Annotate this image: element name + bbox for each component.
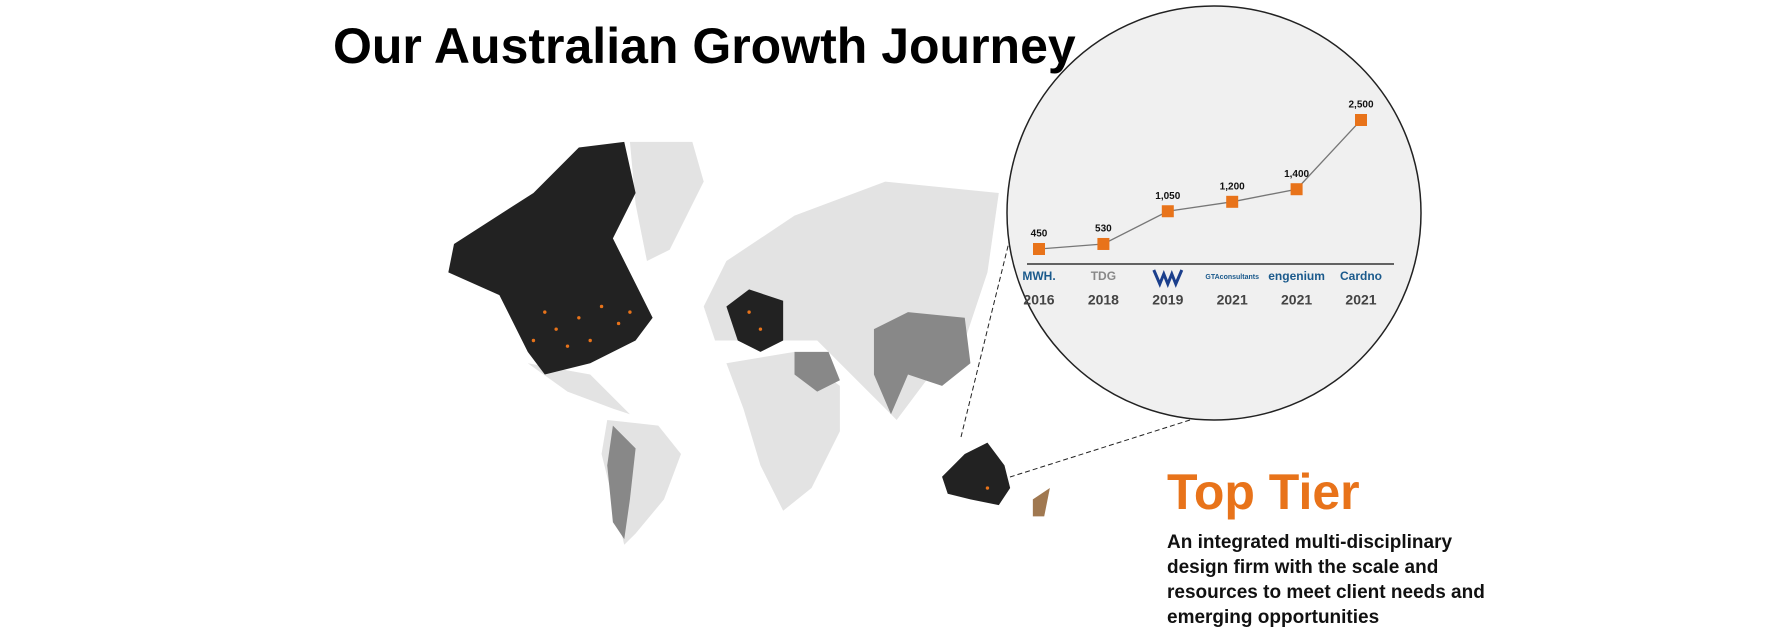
x-tick-label: 2021 bbox=[1217, 292, 1248, 308]
company-logo bbox=[1152, 269, 1184, 289]
value-label: 1,200 bbox=[1220, 181, 1245, 192]
zoom-circle bbox=[1006, 5, 1422, 421]
callout-text: resources to meet client needs and bbox=[1167, 582, 1485, 603]
company-logo: MWH. bbox=[1022, 269, 1055, 283]
x-tick-label: 2021 bbox=[1281, 292, 1312, 308]
data-line bbox=[1038, 119, 1362, 250]
x-tick-label: 2021 bbox=[1345, 292, 1376, 308]
callout-text: emerging opportunities bbox=[1167, 607, 1379, 628]
zoom-line bbox=[1009, 419, 1191, 478]
company-logo: engenium bbox=[1268, 269, 1325, 283]
x-tick-label: 2018 bbox=[1088, 292, 1119, 308]
company-logo: TDG bbox=[1091, 269, 1116, 283]
x-tick-label: 2019 bbox=[1152, 292, 1183, 308]
world-map bbox=[448, 141, 1050, 545]
value-label: 1,050 bbox=[1155, 191, 1180, 202]
data-point bbox=[1097, 237, 1110, 250]
data-point bbox=[1226, 195, 1239, 208]
value-label: 2,500 bbox=[1348, 100, 1373, 111]
slide-title: Our Australian Growth Journey bbox=[333, 18, 1076, 74]
value-label: 1,400 bbox=[1284, 169, 1309, 180]
data-point bbox=[1033, 243, 1045, 255]
data-point bbox=[1290, 183, 1303, 196]
data-point bbox=[1161, 205, 1174, 218]
callout-heading: Top Tier bbox=[1167, 464, 1360, 520]
company-logo: Cardno bbox=[1340, 269, 1382, 283]
value-label: 530 bbox=[1095, 224, 1112, 235]
company-logo: GTAconsultants bbox=[1205, 274, 1259, 281]
x-tick-label: 2016 bbox=[1023, 292, 1054, 308]
data-point bbox=[1355, 114, 1367, 126]
zoom-line bbox=[960, 237, 1011, 438]
value-label: 450 bbox=[1031, 229, 1048, 240]
callout-text: design firm with the scale and bbox=[1167, 557, 1438, 578]
callout-text: An integrated multi-disciplinary bbox=[1167, 532, 1452, 553]
